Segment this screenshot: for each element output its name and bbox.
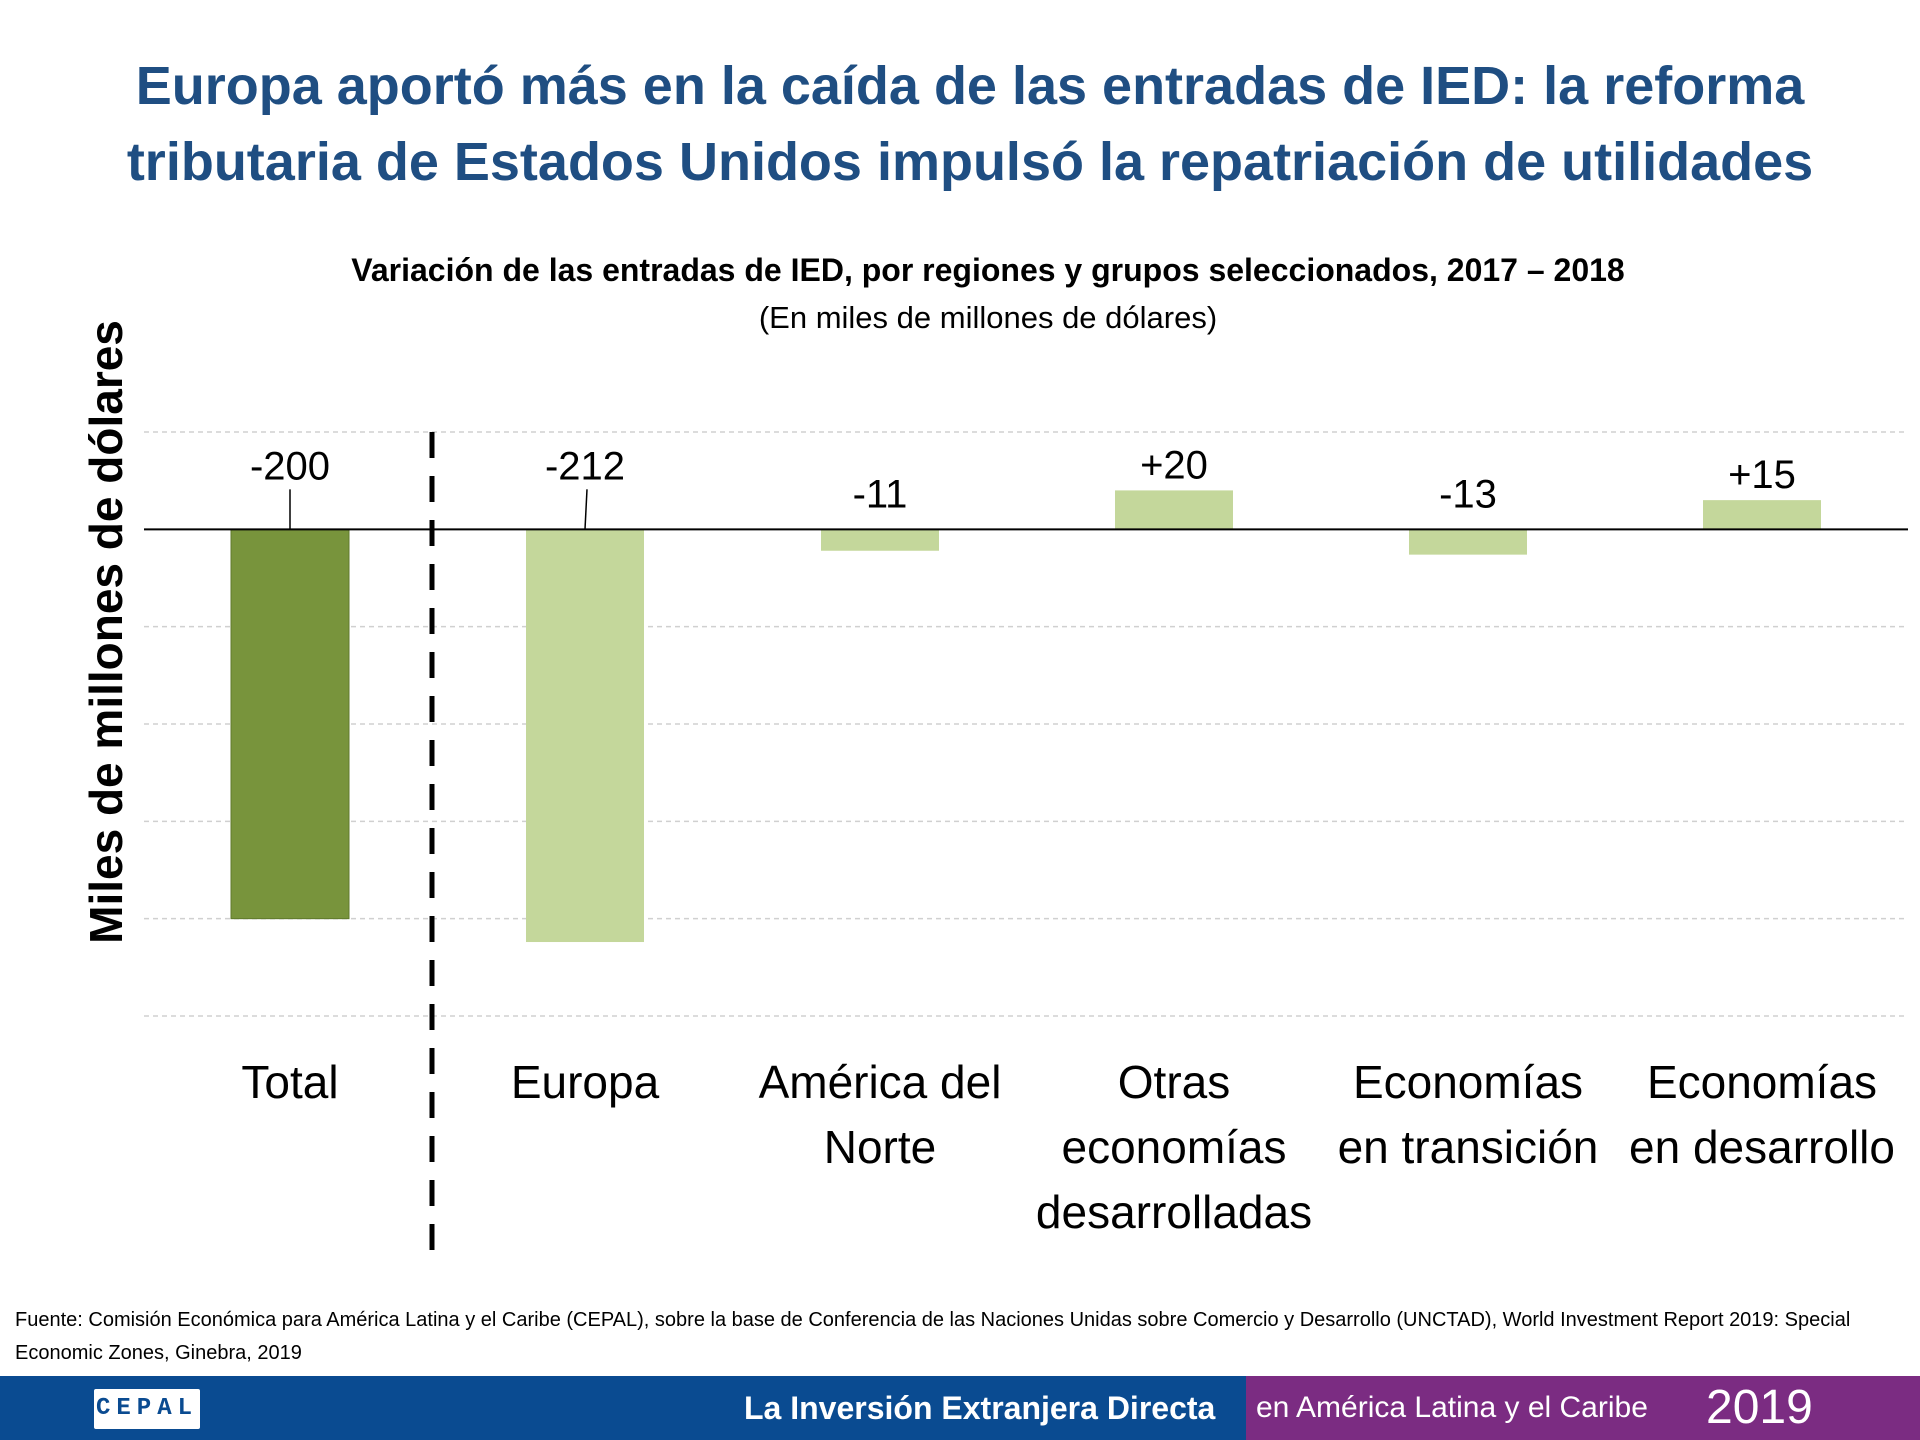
bar: [1115, 490, 1233, 530]
bar: [1409, 529, 1527, 555]
data-label: -212: [545, 444, 625, 488]
category-label: Otras economías desarrolladas: [1036, 1056, 1312, 1238]
bar-chart: -200 -212 -11 +20 -13 +15 Total Europa América …: [80, 320, 1908, 1250]
leader-line: [584, 489, 588, 530]
slide-title-line-2: tributaria de Estados Unidos impulsó la …: [126, 132, 1814, 192]
category-labels: Total Europa América del Norte Otras economía…: [241, 1056, 1895, 1238]
source-note: Fuente: Comisión Económica para América …: [15, 1309, 1851, 1364]
footer-year: 2019: [1706, 1381, 1813, 1434]
footer-bar: CEPAL La Inversión Extranjera Directa en…: [0, 1376, 1920, 1440]
y-axis-label: Miles de millones de dólares: [80, 320, 132, 944]
category-label: Europa: [511, 1056, 660, 1108]
slide-title: Europa aportó más en la caída de las ent…: [60, 48, 1880, 200]
category-label: América del Norte: [759, 1056, 1002, 1173]
bar: [1703, 500, 1821, 530]
cepal-logo: CEPAL: [94, 1389, 200, 1429]
bar: [230, 528, 350, 920]
bar: [526, 529, 644, 943]
footer-subtitle: en América Latina y el Caribe: [1256, 1391, 1648, 1424]
category-label: Total: [241, 1056, 338, 1108]
data-label: -11: [853, 472, 908, 516]
category-label: Economías en transición: [1338, 1056, 1599, 1173]
category-label: Economías en desarrollo: [1629, 1056, 1895, 1173]
data-label: +15: [1728, 453, 1796, 497]
footer-title: La Inversión Extranjera Directa: [744, 1390, 1216, 1426]
data-label: -13: [1439, 472, 1497, 516]
data-label: +20: [1140, 443, 1208, 487]
bars: [230, 490, 1821, 943]
bar: [821, 529, 939, 551]
chart-title: Variación de las entradas de IED, por re…: [351, 252, 1625, 288]
data-label: -200: [250, 444, 330, 488]
chart-subtitle: (En miles de millones de dólares): [758, 300, 1218, 335]
footer-accent-panel: en América Latina y el Caribe 2019: [1246, 1376, 1920, 1440]
slide-title-line-1: Europa aportó más en la caída de las ent…: [135, 56, 1805, 116]
data-labels: -200 -212 -11 +20 -13 +15: [250, 443, 1796, 530]
gridlines: [144, 431, 1908, 1017]
